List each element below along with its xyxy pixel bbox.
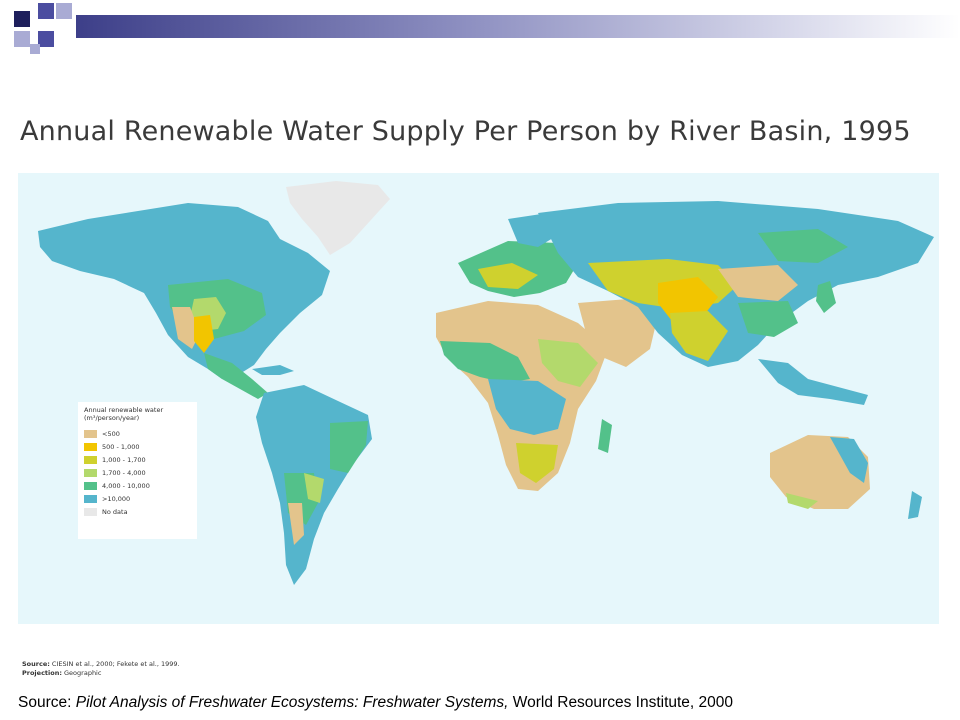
header-square-lavender-3	[30, 44, 40, 54]
central-america-region	[204, 353, 268, 399]
legend-swatch	[84, 430, 97, 438]
header-square-blue	[38, 3, 54, 19]
legend-label: 1,000 - 1,700	[102, 456, 146, 464]
map-projection-note: Projection: Geographic	[22, 669, 102, 677]
legend-swatch	[84, 482, 97, 490]
legend-label: 4,000 - 10,000	[102, 482, 150, 490]
legend-label: 500 - 1,000	[102, 443, 140, 451]
southeast-asia-region	[758, 359, 868, 405]
map-legend: Annual renewable water (m³/person/year) …	[78, 402, 197, 539]
header-square-lavender-1	[56, 3, 72, 19]
legend-label: 1,700 - 4,000	[102, 469, 146, 477]
source-publication: Pilot Analysis of Freshwater Ecosystems:…	[75, 694, 509, 711]
legend-item-no-data: No data	[84, 508, 128, 518]
middle-east-region	[578, 299, 658, 367]
legend-swatch	[84, 495, 97, 503]
source-prefix: Source:	[18, 694, 76, 711]
legend-item-lt-500: <500	[84, 430, 120, 440]
source-citation: Source: Pilot Analysis of Freshwater Eco…	[18, 694, 733, 712]
greenland-region	[286, 181, 390, 255]
source-publisher: World Resources Institute, 2000	[508, 694, 734, 711]
header-square-navy-2	[38, 31, 54, 47]
legend-label: >10,000	[102, 495, 131, 503]
legend-item-500-1000: 500 - 1,000	[84, 443, 140, 453]
header-gradient-bar	[76, 15, 960, 38]
legend-item-1000-1700: 1,000 - 1,700	[84, 456, 146, 466]
legend-swatch	[84, 443, 97, 451]
legend-title: Annual renewable water (m³/person/year)	[84, 406, 164, 422]
map-notes: Source: CIESIN et al., 2000; Fekete et a…	[22, 660, 180, 678]
header-square-lavender-2	[14, 31, 30, 47]
legend-item-gt-10000: >10,000	[84, 495, 130, 505]
legend-swatch	[84, 456, 97, 464]
legend-swatch	[84, 469, 97, 477]
world-map-graphic	[18, 173, 939, 624]
world-map	[18, 173, 939, 624]
legend-label: <500	[102, 430, 120, 438]
header-square-navy	[14, 11, 30, 27]
legend-item-4000-10000: 4,000 - 10,000	[84, 482, 150, 492]
legend-label: No data	[102, 508, 128, 516]
slide-header	[0, 0, 960, 60]
map-source-note: Source: CIESIN et al., 2000; Fekete et a…	[22, 660, 180, 668]
legend-swatch	[84, 508, 97, 516]
map-title: Annual Renewable Water Supply Per Person…	[20, 116, 911, 147]
legend-item-1700-4000: 1,700 - 4,000	[84, 469, 146, 479]
